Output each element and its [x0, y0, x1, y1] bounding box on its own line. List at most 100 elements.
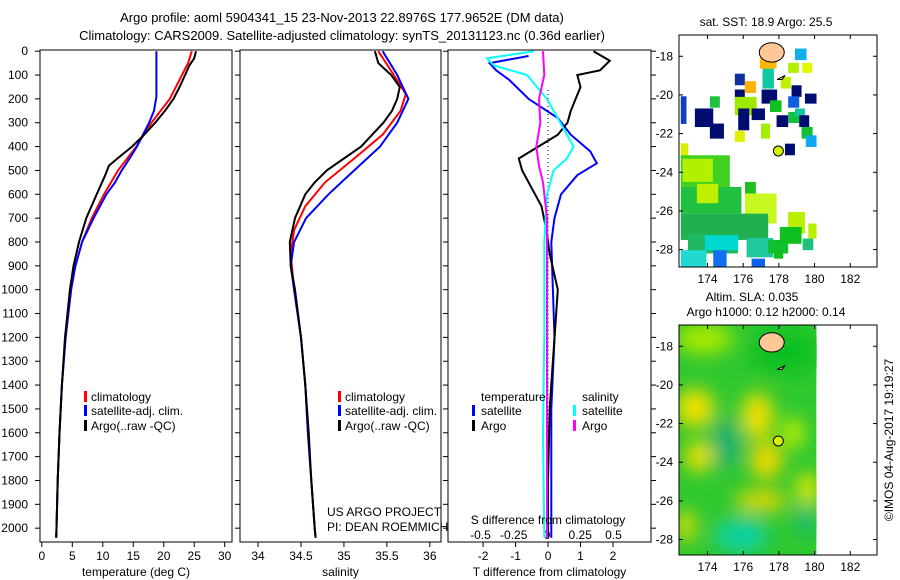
- x-tick-label: 35: [337, 549, 351, 563]
- sla-anomaly: [796, 471, 817, 507]
- y-tick-label: 1900: [1, 497, 28, 511]
- sla-field: [679, 325, 817, 555]
- legend-label-climatology: climatology: [345, 390, 405, 404]
- sst-cell: [734, 89, 745, 101]
- difference-panel: -2 -1 0 1 2 T difference from climatology -0.5…: [443, 49, 656, 579]
- y-tick-label: 400: [8, 140, 28, 154]
- y-tick-label: 900: [8, 259, 28, 273]
- sst-cell: [762, 68, 774, 89]
- legend-heading-salinity: salinity: [582, 390, 619, 404]
- x-tick-label: 0: [545, 549, 552, 563]
- sla-anomaly: [734, 491, 788, 511]
- title-line-1: Argo profile: aoml 5904341_15 23-Nov-201…: [120, 10, 564, 25]
- sla-anomaly: [748, 328, 817, 376]
- sla-anomaly: [679, 510, 696, 542]
- y-tick-label: 0: [21, 44, 28, 58]
- project-label: US ARGO PROJECT: [327, 505, 442, 519]
- sst-cell: [776, 115, 789, 128]
- x-tick-label: 1: [577, 549, 584, 563]
- legend-swatch-climatology: [84, 391, 87, 402]
- lat-tick-label: -20: [656, 88, 674, 102]
- salinity-panel: 34 34.5 35 35.5 36 salinity: [235, 49, 442, 579]
- sst-cell: [804, 93, 817, 104]
- lat-tick-label: -28: [656, 243, 674, 257]
- sst-cell: [759, 57, 777, 69]
- sla-anomaly: [679, 388, 715, 428]
- sst-cell: [680, 143, 689, 157]
- lat-tick-label: -20: [656, 378, 674, 392]
- pi-label: PI: DEAN ROEMMICH: [327, 520, 448, 534]
- lon-tick-label: 182: [840, 272, 860, 286]
- sst-cell: [761, 123, 770, 139]
- sst-cell: [802, 62, 813, 73]
- sst-cell: [734, 73, 745, 86]
- y-tick-label: 600: [8, 187, 28, 201]
- sst-cell: [791, 85, 802, 97]
- map1-title: sat. SST: 18.9 Argo: 25.5: [700, 15, 833, 29]
- x-tick-label: 30: [218, 549, 232, 563]
- x-tick-label: 15: [127, 549, 141, 563]
- series-line-argo-raw-qc-: [288, 50, 401, 538]
- y-tick-label: 1400: [1, 378, 28, 392]
- lon-tick-label: 178: [769, 560, 789, 574]
- s-tick-label: -0.25: [500, 528, 528, 542]
- legend-swatch-s-satellite: [573, 405, 576, 416]
- x-axis-title: T difference from climatology: [473, 565, 627, 579]
- sst-cell: [784, 143, 795, 156]
- sst-cell: [788, 62, 799, 73]
- lon-tick-label: 180: [805, 272, 825, 286]
- salinity-legend: climatology satellite-adj. clim. Argo(..…: [338, 390, 437, 433]
- title-line-2: Climatology: CARS2009. Satellite-adjuste…: [79, 28, 605, 43]
- sst-cell: [745, 181, 756, 201]
- sst-map-panel: 174 176 178 180 182 -18 -20 -22 -24 -26 -28: [656, 34, 878, 286]
- y-tick-label: 1000: [1, 283, 28, 297]
- x-tick-label: 34: [251, 549, 265, 563]
- legend-swatch-argo: [338, 420, 341, 431]
- y-tick-label: 1200: [1, 330, 28, 344]
- temperature-legend: climatology satellite-adj. clim. Argo(..…: [84, 390, 183, 433]
- sst-cell: [680, 96, 687, 124]
- s-axis-title: S difference from climatology: [471, 513, 626, 527]
- plot-frame: [39, 49, 233, 543]
- y-tick-label: 1500: [1, 402, 28, 416]
- map2-subtitle: Argo h1000: 0.12 h2000: 0.14: [687, 305, 846, 319]
- sst-cell: [761, 89, 778, 104]
- legend-label-satellite: satellite-adj. clim.: [91, 404, 183, 418]
- x-tick-label: 35.5: [375, 549, 399, 563]
- series-line-argo-raw-qc-: [55, 50, 197, 538]
- sst-cell: [704, 235, 739, 251]
- land-fiji: [758, 332, 785, 353]
- legend-swatch-t-argo: [472, 420, 475, 431]
- x-tick-label: 10: [96, 549, 110, 563]
- sst-cell: [779, 226, 802, 244]
- sst-cell: [801, 127, 813, 139]
- argo-position-marker: [772, 145, 784, 157]
- map-frame: [678, 34, 878, 268]
- x-tick-label: 25: [188, 549, 202, 563]
- sst-cell: [799, 115, 810, 128]
- y-tick-label: 2000: [1, 521, 28, 535]
- sst-cell: [746, 238, 774, 258]
- lat-tick-label: -18: [656, 49, 674, 63]
- x-tick-label: 5: [69, 549, 76, 563]
- map2-title: Altim. SLA: 0.035: [706, 290, 799, 304]
- x-tick-label: 34.5: [289, 549, 313, 563]
- sst-cell: [788, 111, 800, 123]
- y-tick-label: 700: [8, 211, 28, 225]
- legend-label-s-satellite: satellite: [582, 404, 623, 418]
- legend-label-s-argo: Argo: [582, 419, 608, 433]
- s-tick-label: -0.5: [470, 528, 491, 542]
- legend-swatch-t-satellite: [472, 405, 475, 416]
- sst-cell: [694, 108, 714, 128]
- x-tick-label: 20: [157, 549, 171, 563]
- land-island: [776, 75, 786, 80]
- legend-swatch-climatology: [338, 391, 341, 402]
- lon-tick-label: 182: [840, 560, 860, 574]
- sst-cell: [696, 183, 719, 204]
- x-tick-label: 36: [423, 549, 437, 563]
- s-tick-label: 0.25: [569, 528, 593, 542]
- map-frame: [678, 324, 878, 556]
- sst-cell: [744, 81, 756, 93]
- land-island: [776, 365, 786, 370]
